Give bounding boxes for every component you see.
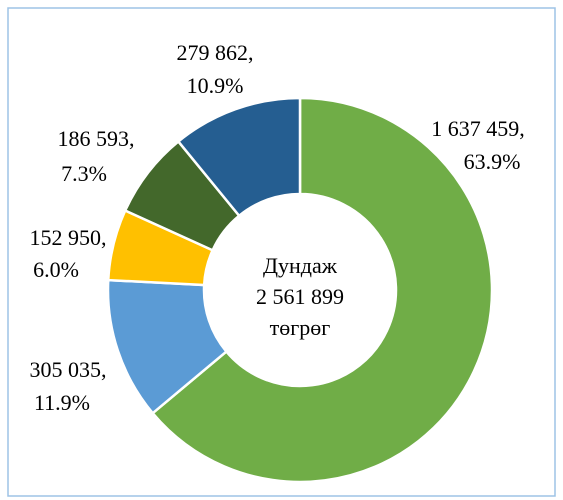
- value-label: 1 637 459,: [431, 116, 525, 141]
- percent-label: 11.9%: [34, 390, 90, 415]
- percent-label: 63.9%: [464, 149, 521, 174]
- percent-label: 10.9%: [187, 73, 244, 98]
- center-label: төгрөг: [270, 315, 331, 340]
- value-label: 305 035,: [30, 357, 107, 382]
- percent-label: 7.3%: [61, 161, 107, 186]
- center-label: 2 561 899: [256, 284, 344, 309]
- center-label: Дундаж: [263, 253, 338, 278]
- value-label: 186 593,: [58, 126, 135, 151]
- percent-label: 6.0%: [33, 257, 79, 282]
- donut-segment: [150, 96, 494, 484]
- value-label: 279 862,: [177, 40, 254, 65]
- value-label: 152 950,: [30, 225, 107, 250]
- donut-segment: [176, 96, 302, 218]
